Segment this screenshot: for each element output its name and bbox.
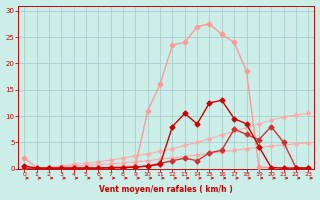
- X-axis label: Vent moyen/en rafales ( km/h ): Vent moyen/en rafales ( km/h ): [100, 185, 233, 194]
